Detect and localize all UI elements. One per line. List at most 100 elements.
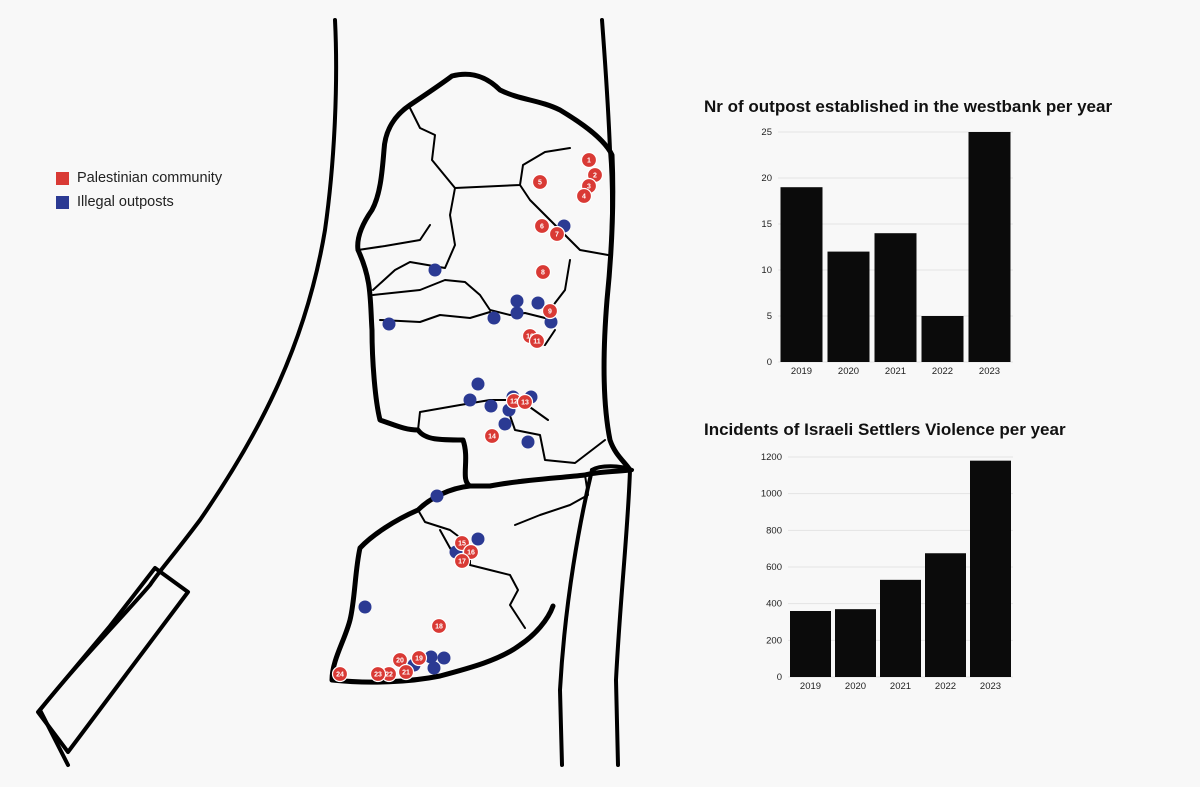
x-tick-label: 2020 xyxy=(845,681,866,692)
community-dot xyxy=(541,302,559,320)
community-number: 1 xyxy=(587,158,591,165)
x-tick-label: 2022 xyxy=(935,681,956,692)
community-marker: 17 xyxy=(453,552,471,570)
y-tick-label: 0 xyxy=(767,357,772,368)
community-number: 6 xyxy=(540,224,544,231)
chart-title-outposts: Nr of outpost established in the westban… xyxy=(704,97,1113,116)
community-number: 24 xyxy=(336,672,344,679)
chart-title-violence: Incidents of Israeli Settlers Violence p… xyxy=(704,420,1066,439)
bar-2021 xyxy=(880,579,921,677)
coastline xyxy=(38,18,339,767)
x-tick-label: 2023 xyxy=(980,681,1001,692)
community-dot xyxy=(531,173,549,191)
y-tick-label: 600 xyxy=(766,562,782,573)
x-tick-label: 2021 xyxy=(890,681,911,692)
y-tick-label: 0 xyxy=(777,672,782,683)
outposts-bar-chart: 0 5 10 15 20 25 2019 2020 2021 2022 2023 xyxy=(761,127,1013,377)
y-tick-label: 1200 xyxy=(761,452,782,463)
community-number: 18 xyxy=(435,624,443,631)
outpost-marker xyxy=(531,296,545,310)
legend-item-outpost: Illegal outposts xyxy=(56,194,222,210)
hebron-outline xyxy=(329,483,556,685)
community-marker: 6 xyxy=(533,217,551,235)
community-number: 21 xyxy=(402,670,410,677)
community-number: 5 xyxy=(538,180,542,187)
map-borders xyxy=(36,18,634,767)
community-number: 11 xyxy=(533,339,541,346)
bar-2019 xyxy=(790,611,831,677)
map-legend: Palestinian community Illegal outposts xyxy=(56,170,222,218)
community-marker: 20 xyxy=(391,651,409,669)
community-dot xyxy=(534,263,552,281)
community-dot xyxy=(430,617,448,635)
y-tick-label: 15 xyxy=(761,219,772,230)
outpost-marker xyxy=(484,399,498,413)
y-tick-label: 10 xyxy=(761,265,772,276)
bar-2022 xyxy=(925,553,966,677)
community-dot xyxy=(331,665,349,683)
community-number: 9 xyxy=(548,309,552,316)
community-marker: 19 xyxy=(410,649,428,667)
community-dot xyxy=(575,187,593,205)
community-number: 16 xyxy=(467,550,475,557)
community-dot xyxy=(397,663,415,681)
community-dot xyxy=(369,665,387,683)
community-marker: 9 xyxy=(541,302,559,320)
x-tick-label: 2021 xyxy=(885,366,906,377)
legend-label-community: Palestinian community xyxy=(77,170,223,186)
y-tick-label: 20 xyxy=(761,173,772,184)
x-tick-label: 2020 xyxy=(838,366,859,377)
community-marker: 14 xyxy=(483,427,501,445)
bar-2020 xyxy=(835,609,876,677)
x-tick-label: 2022 xyxy=(932,366,953,377)
community-number: 4 xyxy=(582,194,586,201)
bar-2023 xyxy=(968,132,1011,362)
community-number: 17 xyxy=(458,559,466,566)
outpost-marker xyxy=(463,393,477,407)
bar-2020 xyxy=(827,251,870,362)
outpost-marker xyxy=(498,417,512,431)
outpost-marker xyxy=(487,311,501,325)
community-marker: 24 xyxy=(331,665,349,683)
bar-2022 xyxy=(921,316,964,362)
community-number: 19 xyxy=(415,656,423,663)
community-marker: 13 xyxy=(516,393,534,411)
community-dot xyxy=(453,552,471,570)
y-tick-label: 400 xyxy=(766,599,782,610)
y-tick-label: 25 xyxy=(761,127,772,138)
communities-layer: 123456789101112131415161718192021222324 xyxy=(331,151,604,683)
x-tick-label: 2023 xyxy=(979,366,1000,377)
community-number: 3 xyxy=(587,184,591,191)
outpost-marker xyxy=(382,317,396,331)
community-dot xyxy=(410,649,428,667)
outpost-swatch xyxy=(56,195,69,209)
community-marker: 4 xyxy=(575,187,593,205)
bar-2023 xyxy=(970,460,1011,677)
community-dot xyxy=(528,332,546,350)
outpost-marker xyxy=(428,263,442,277)
outpost-marker xyxy=(424,650,438,664)
community-dot xyxy=(516,393,534,411)
district-lines xyxy=(357,107,609,629)
community-number: 7 xyxy=(555,232,559,239)
inner-border xyxy=(558,468,594,767)
outpost-marker xyxy=(437,651,451,665)
community-dot xyxy=(533,217,551,235)
community-marker: 21 xyxy=(397,663,415,681)
community-number: 13 xyxy=(521,400,529,407)
gaza-strip-outline xyxy=(36,566,190,754)
outpost-marker xyxy=(358,600,372,614)
community-dot xyxy=(580,151,598,169)
legend-item-community: Palestinian community xyxy=(56,170,222,186)
y-tick-label: 5 xyxy=(767,311,772,322)
outpost-marker xyxy=(521,435,535,449)
outpost-marker xyxy=(427,661,441,675)
legend-label-outpost: Illegal outposts xyxy=(77,194,174,210)
outpost-marker xyxy=(510,294,524,308)
community-marker: 7 xyxy=(548,225,566,243)
community-number: 22 xyxy=(385,672,393,679)
community-number: 12 xyxy=(510,399,518,406)
outpost-marker xyxy=(471,532,485,546)
community-number: 14 xyxy=(488,434,496,441)
west-bank-outline xyxy=(355,71,633,489)
